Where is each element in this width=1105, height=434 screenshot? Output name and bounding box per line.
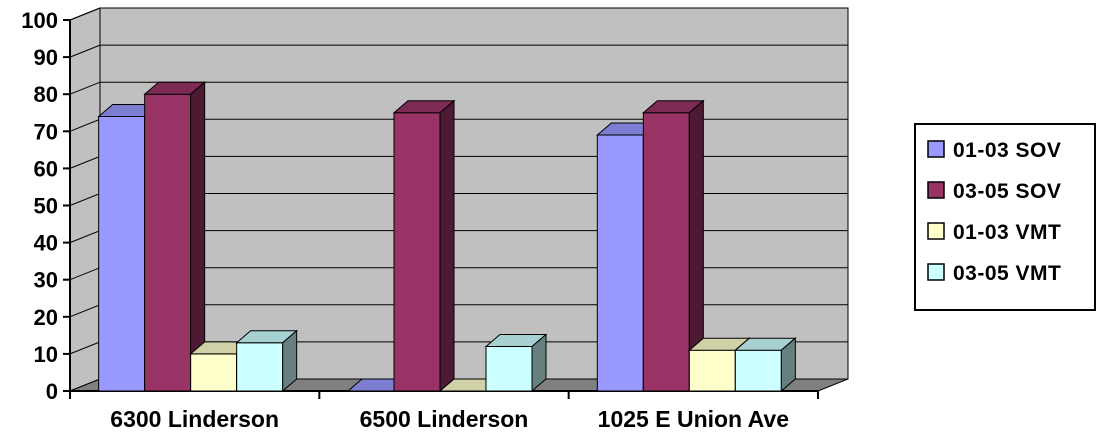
bar-front — [98, 115, 146, 392]
gridline — [69, 81, 848, 95]
bar-front — [642, 112, 690, 392]
y-tick-label: 100 — [21, 8, 58, 33]
legend-item: 01-03 SOV — [927, 139, 1061, 162]
gridline — [69, 7, 848, 21]
bar-front — [393, 112, 441, 392]
legend-label: 03-05 VMT — [953, 262, 1061, 285]
legend: 01-03 SOV 03-05 SOV 01-03 VMT 03-05 VMT — [914, 123, 1096, 311]
legend-item: 01-03 VMT — [927, 221, 1061, 244]
legend-swatch — [927, 181, 945, 199]
bar — [733, 337, 797, 393]
bar-side — [282, 329, 298, 393]
x-category-label: 6500 Linderson — [360, 406, 529, 432]
legend-label: 03-05 SOV — [953, 180, 1061, 203]
bar-front — [688, 349, 736, 392]
bar-front — [236, 342, 284, 392]
legend-item: 03-05 SOV — [927, 180, 1061, 203]
y-tick-label: 0 — [46, 379, 58, 404]
bar — [235, 329, 299, 393]
y-tick-label: 30 — [34, 268, 58, 293]
y-tick-label: 20 — [34, 305, 58, 330]
bar-front — [596, 134, 644, 392]
bars — [97, 81, 797, 393]
bar-front — [190, 353, 238, 392]
y-tick-label: 50 — [34, 194, 58, 219]
y-tick-label: 70 — [34, 119, 58, 144]
bar-front — [734, 349, 782, 392]
legend-swatch — [927, 140, 945, 158]
legend-swatch — [927, 263, 945, 281]
legend-box — [914, 123, 1096, 311]
legend-label: 01-03 VMT — [953, 221, 1061, 244]
y-tick-label: 60 — [34, 156, 58, 181]
x-category-label: 6300 Linderson — [110, 406, 279, 432]
x-category-label: 1025 E Union Ave — [598, 406, 789, 432]
y-tick-label: 10 — [34, 342, 58, 367]
y-tick-label: 40 — [34, 231, 58, 256]
bar-side — [531, 333, 547, 393]
y-tick-label: 80 — [34, 82, 58, 107]
bar-front — [485, 345, 533, 392]
y-tick-labels: 0 10 20 30 40 50 60 70 80 90 100 — [21, 8, 58, 404]
legend-item: 03-05 VMT — [927, 262, 1061, 285]
bar-front — [144, 93, 192, 392]
bar — [392, 99, 456, 393]
y-tick-label: 90 — [34, 45, 58, 70]
bar-side — [780, 337, 796, 393]
legend-label: 01-03 SOV — [953, 139, 1061, 162]
gridline — [69, 44, 848, 58]
legend-swatch — [927, 222, 945, 240]
bar-side — [439, 99, 455, 393]
x-category-labels: 6300 Linderson 6500 Linderson 1025 E Union… — [110, 406, 789, 432]
bar — [143, 81, 207, 393]
bar — [484, 333, 548, 393]
bar — [641, 99, 705, 393]
